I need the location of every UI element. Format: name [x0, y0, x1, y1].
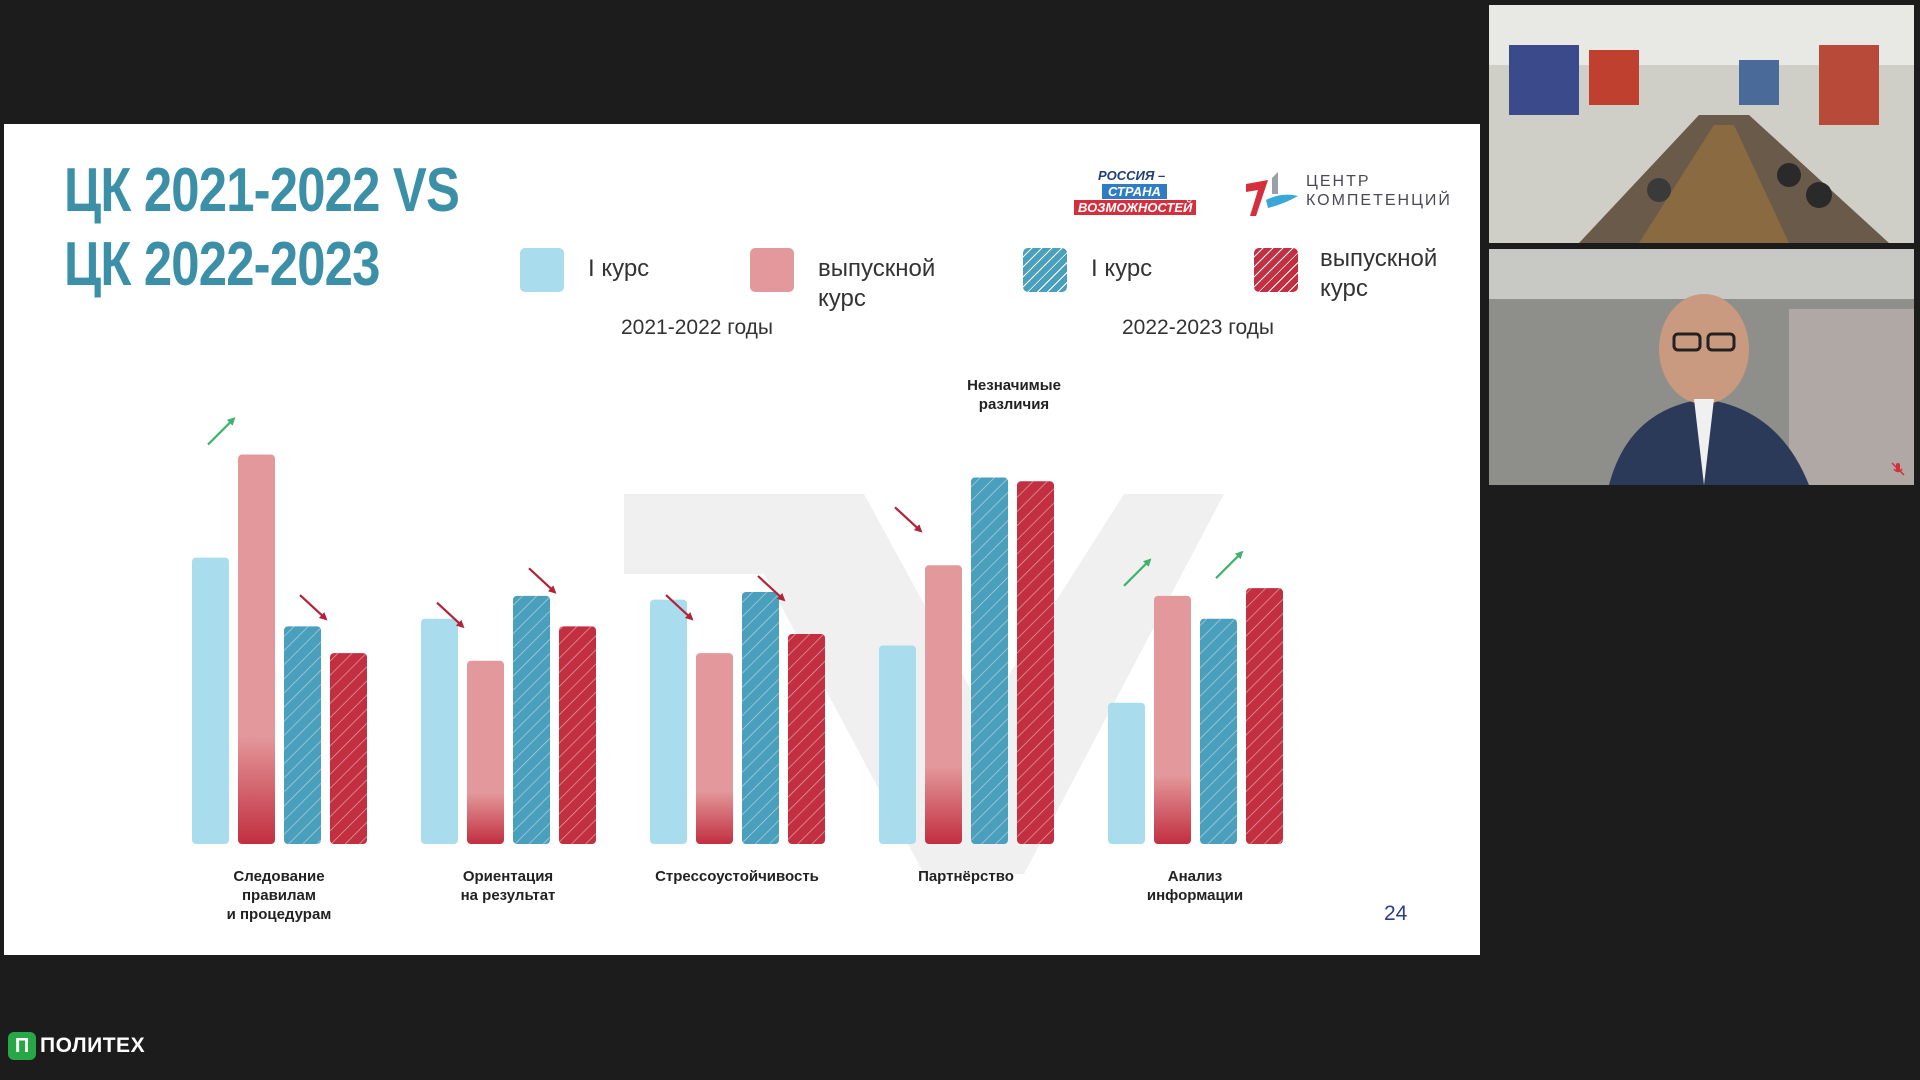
legend-swatch [750, 248, 794, 292]
competence-center-logo-mark [1246, 172, 1298, 216]
trend-arrow-down-icon [757, 575, 786, 602]
participant-video-presenter[interactable] [1489, 249, 1914, 485]
slide-title: ЦК 2021-2022 VS ЦК 2022-2023 [64, 154, 460, 302]
legend-swatch [1254, 248, 1298, 292]
bar-hatch-0-3 [330, 653, 367, 844]
slide-title-line2: ЦК 2022-2023 [64, 230, 380, 299]
watermark-logo [624, 494, 1224, 874]
presenter-video-frame [1489, 249, 1914, 485]
bar-hatch-2-3 [788, 634, 825, 844]
bar-hatch-4-3 [1246, 588, 1283, 844]
bar-2-0 [650, 599, 687, 844]
insignificant-differences-note: Незначимые различия [967, 377, 1061, 413]
bar-0-0 [192, 557, 229, 844]
trend-arrow-down-icon [665, 594, 694, 621]
bar-3-0 [879, 645, 916, 844]
bar-2-1 [696, 653, 733, 844]
category-label-stress-resistance: Стрессоустойчивость [655, 868, 819, 885]
bar-hatch-4-2 [1200, 618, 1237, 844]
russia-land-of-opportunity-logo: РОССИЯ – СТРАНА ВОЗМОЖНОСТЕЙ [1070, 168, 1208, 222]
logo-russia-line1: РОССИЯ – [1098, 168, 1166, 183]
period-label-2021-2022: 2021-2022 годы [621, 316, 774, 339]
trend-arrow-up-icon [207, 417, 236, 446]
politech-brand: П ПОЛИТЕХ [8, 1032, 146, 1060]
participant-video-conference-room[interactable] [1489, 5, 1914, 243]
presentation-slide: ЦК 2021-2022 VS ЦК 2022-2023 РОССИЯ – СТ… [4, 124, 1480, 955]
bar-hatch-1-3 [559, 626, 596, 844]
trend-arrow-down-icon [299, 594, 328, 621]
trend-arrow-up-icon [1123, 558, 1152, 587]
bar-hatch-2-2 [742, 592, 779, 844]
legend-swatch [1023, 248, 1067, 292]
microphone-muted-icon [1891, 462, 1905, 476]
politech-logo-icon: П [8, 1032, 36, 1060]
legend-label: выпускной курс [818, 255, 936, 312]
bar-hatch-3-2 [971, 477, 1008, 844]
logo-russia-line3: ВОЗМОЖНОСТЕЙ [1074, 200, 1197, 215]
legend-label: I курс [588, 255, 650, 282]
bar-4-0 [1108, 702, 1145, 844]
slide-title-line1: ЦК 2021-2022 VS [64, 156, 460, 225]
trend-arrow-up-icon [1215, 550, 1244, 579]
bar-hatch-1-2 [513, 595, 550, 844]
category-label-information-analysis: Анализ информации [1146, 868, 1244, 904]
bar-hatch-3-3 [1017, 481, 1054, 844]
category-label-result-orientation: Ориентация на результат [460, 868, 556, 904]
legend-label: I курс [1091, 255, 1153, 282]
logo-center-line1: ЦЕНТР [1306, 173, 1371, 190]
logo-russia-line2: СТРАНА [1102, 184, 1167, 199]
conference-room-video-frame [1489, 5, 1914, 243]
logo-center-line2: КОМПЕТЕНЦИЙ [1306, 192, 1452, 209]
trend-arrow-down-icon [894, 506, 923, 533]
bar-0-1 [238, 454, 275, 844]
bar-4-1 [1154, 595, 1191, 844]
category-label-partnership: Партнёрство [918, 868, 1014, 885]
category-label-rules: Следование правилам и процедурам [226, 868, 332, 923]
bar-hatch-0-2 [284, 626, 321, 844]
politech-brand-name: ПОЛИТЕХ [40, 1034, 146, 1057]
bar-1-0 [421, 618, 458, 844]
bar-3-1 [925, 565, 962, 844]
trend-arrow-down-icon [436, 601, 465, 629]
bar-chart [192, 417, 1283, 844]
bar-1-1 [467, 660, 504, 844]
legend-swatch [520, 248, 564, 292]
trend-arrow-down-icon [528, 567, 557, 594]
page-number: 24 [1384, 902, 1408, 925]
competence-center-logo: ЦЕНТР КОМПЕТЕНЦИЙ [1242, 164, 1450, 226]
legend-label: выпускной курс [1320, 245, 1438, 302]
period-label-2022-2023: 2022-2023 годы [1122, 316, 1275, 339]
